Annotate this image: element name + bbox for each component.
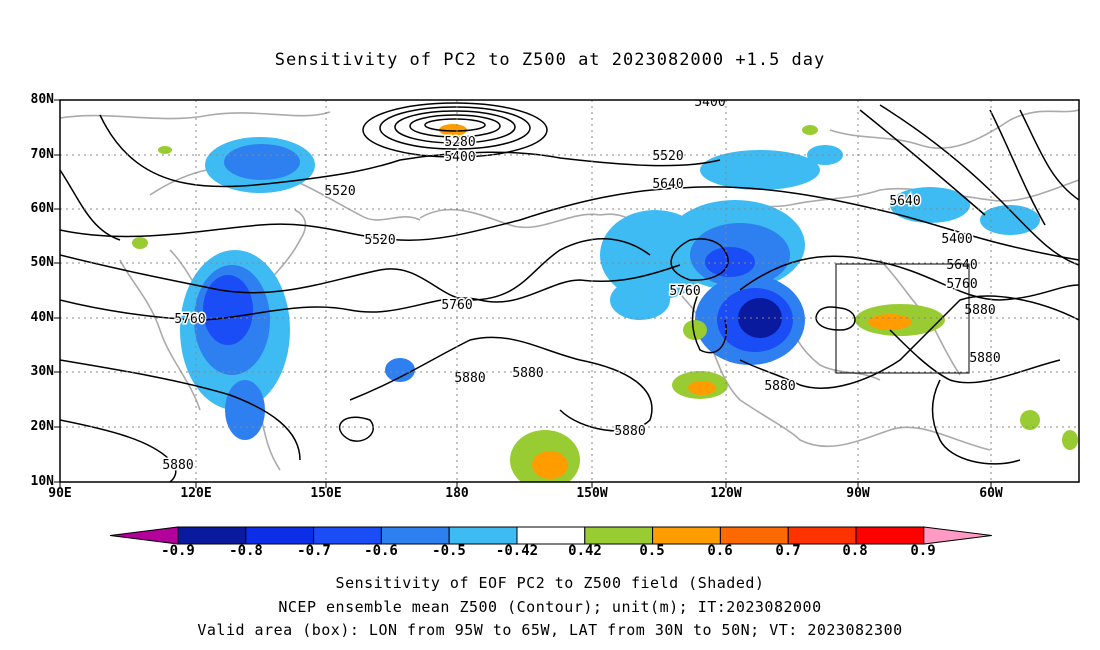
colorbar-label: 0.8 xyxy=(842,543,868,559)
colorbar-left-arrow xyxy=(109,526,179,545)
lat-label-50n: 50N xyxy=(30,255,54,270)
colorbar-segment xyxy=(313,526,382,545)
contour-label: 5640 xyxy=(652,177,683,192)
contour-label: 5880 xyxy=(764,379,795,394)
lon-label-90e: 90E xyxy=(48,486,72,501)
plot-title: Sensitivity of PC2 to Z500 at 2023082000… xyxy=(274,50,826,70)
contour-label: 5520 xyxy=(324,184,355,199)
lat-label-60n: 60N xyxy=(30,201,54,216)
lat-label-10n: 10N xyxy=(30,474,54,489)
colorbar xyxy=(109,526,992,545)
contour-label: 5880 xyxy=(162,458,193,473)
colorbar-label: 0.42 xyxy=(568,543,602,559)
colorbar-segment xyxy=(448,526,518,545)
contour-label: 5640 xyxy=(946,258,977,273)
lat-label-80n: 80N xyxy=(30,92,54,107)
contour-label: 5400 xyxy=(941,232,972,247)
colorbar-segment xyxy=(719,526,789,545)
tick-marks xyxy=(54,99,992,488)
caption-line-1: Sensitivity of EOF PC2 to Z500 field (Sh… xyxy=(335,574,765,592)
colorbar-segment xyxy=(584,526,654,545)
grid-lines xyxy=(60,100,1079,482)
negative-sensitivity xyxy=(180,137,1040,440)
contour-label: 5760 xyxy=(174,312,205,327)
contour-label: 5880 xyxy=(964,303,995,318)
colorbar-label: -0.9 xyxy=(161,543,195,559)
lon-label-60w: 60W xyxy=(979,486,1003,501)
valid-area-box xyxy=(835,263,970,374)
contour-label: 5760 xyxy=(669,284,700,299)
contour-label: 5520 xyxy=(652,149,683,164)
contour-label: 5880 xyxy=(969,351,1000,366)
z500-contours xyxy=(60,102,1079,482)
contour-label: 5400 xyxy=(694,95,725,110)
colorbar-segment xyxy=(516,526,586,545)
lat-label-70n: 70N xyxy=(30,147,54,162)
colorbar-label: -0.7 xyxy=(297,543,331,559)
colorbar-segment xyxy=(787,526,857,545)
lon-label-120e: 120E xyxy=(180,486,212,501)
colorbar-label: -0.6 xyxy=(364,543,398,559)
lat-label-30n: 30N xyxy=(30,364,54,379)
lon-label-150w: 150W xyxy=(576,486,608,501)
contour-label: 5640 xyxy=(889,194,920,209)
colorbar-segment xyxy=(855,526,925,545)
colorbar-label: -0.42 xyxy=(495,543,539,559)
lat-label-40n: 40N xyxy=(30,310,54,325)
lon-label-90w: 90W xyxy=(846,486,870,501)
contour-label: 5520 xyxy=(364,233,395,248)
lon-label-120w: 120W xyxy=(710,486,742,501)
lon-label-150e: 150E xyxy=(310,486,342,501)
colorbar-label: -0.5 xyxy=(432,543,466,559)
positive-sensitivity xyxy=(132,124,1078,482)
colorbar-label: 0.5 xyxy=(639,543,665,559)
colorbar-segment xyxy=(652,526,721,545)
contour-label: 5760 xyxy=(946,277,977,292)
colorbar-label: 0.6 xyxy=(707,543,733,559)
plot-frame xyxy=(59,99,1080,483)
caption-line-3: Valid area (box): LON from 95W to 65W, L… xyxy=(197,621,903,639)
colorbar-label: -0.8 xyxy=(229,543,263,559)
contour-label: 5400 xyxy=(444,150,475,165)
colorbar-label: 0.9 xyxy=(910,543,936,559)
colorbar-segment xyxy=(380,526,450,545)
lat-label-20n: 20N xyxy=(30,419,54,434)
lon-label-180: 180 xyxy=(445,486,469,501)
colorbar-segment xyxy=(245,526,315,545)
colorbar-segment xyxy=(177,526,247,545)
contour-labels: 5400528054005520552056405640540055205640… xyxy=(161,95,1002,475)
contour-label: 5880 xyxy=(454,371,485,386)
colorbar-label: 0.7 xyxy=(775,543,801,559)
contour-label: 5880 xyxy=(512,366,543,381)
colorbar-right-arrow xyxy=(923,526,992,545)
contour-label: 5280 xyxy=(444,135,475,150)
caption-line-2: NCEP ensemble mean Z500 (Contour); unit(… xyxy=(278,598,822,616)
contour-label: 5880 xyxy=(614,424,645,439)
